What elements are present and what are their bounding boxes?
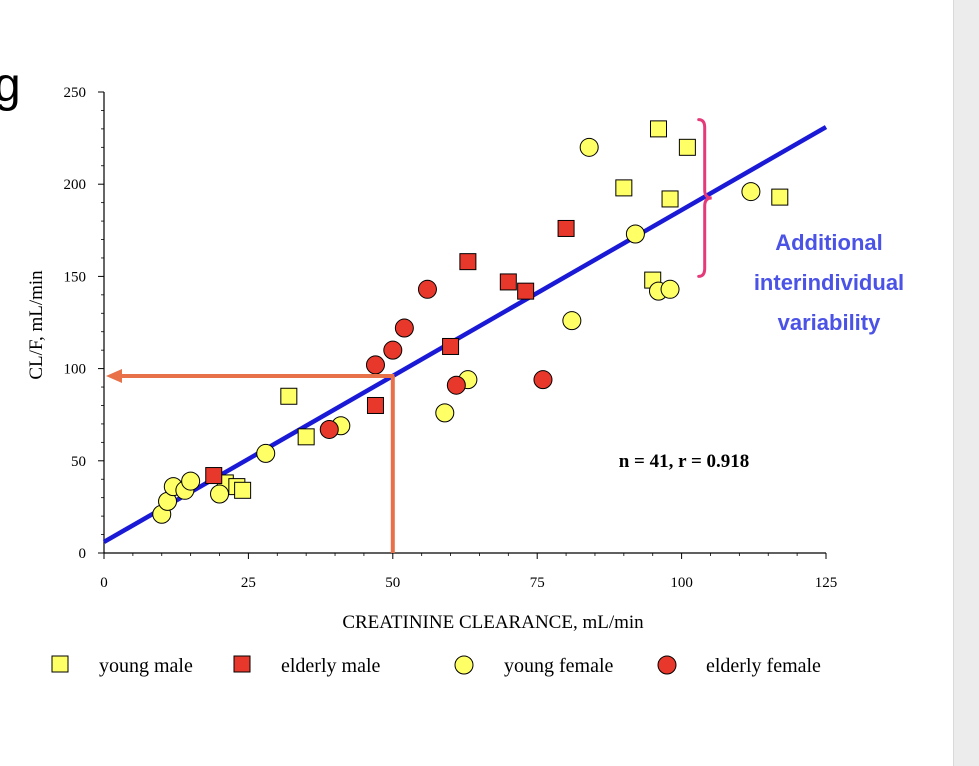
legend-label-elderly-male: elderly male	[281, 655, 381, 677]
point-young-male	[649, 120, 667, 138]
point-elderly-male	[205, 467, 223, 485]
point-elderly-male	[499, 273, 517, 291]
point-elderly-female	[394, 318, 414, 338]
point-young-female	[741, 182, 761, 202]
point-young-male	[615, 179, 633, 197]
legend-marker-elderly-female	[657, 655, 677, 675]
y-tick-label: 250	[64, 85, 87, 101]
point-young-male	[297, 428, 315, 446]
legend-label-young-male: young male	[99, 655, 193, 677]
point-young-female	[435, 403, 455, 423]
point-elderly-male	[366, 396, 384, 414]
x-tick-label: 75	[530, 575, 545, 591]
point-young-female	[210, 484, 230, 504]
y-tick-label: 100	[64, 362, 87, 378]
annotation-line-3: variability	[778, 310, 881, 335]
point-young-female	[625, 224, 645, 244]
annotation-line-1: Additional	[775, 230, 883, 255]
point-young-female	[256, 443, 276, 463]
point-elderly-female	[533, 370, 553, 390]
x-tick-label: 25	[241, 575, 256, 591]
variability-brace	[697, 118, 712, 278]
x-tick-label: 0	[100, 575, 108, 591]
window-edge-panel	[953, 0, 979, 766]
point-young-male	[771, 188, 789, 206]
legend-marker-young-male	[51, 655, 69, 673]
point-elderly-female	[365, 355, 385, 375]
point-young-male	[661, 190, 679, 208]
point-young-male	[234, 481, 252, 499]
point-elderly-female	[417, 279, 437, 299]
legend: young male elderly male young female eld…	[51, 655, 821, 677]
point-elderly-female	[383, 340, 403, 360]
point-elderly-male	[517, 282, 535, 300]
y-tick-label: 50	[71, 454, 86, 470]
axes: 0 50 100 150 200 250 0 25 50 75 100 125	[64, 85, 838, 591]
x-tick-label: 50	[385, 575, 400, 591]
point-elderly-male	[442, 337, 460, 355]
y-axis-title: CL/F, mL/min	[26, 270, 47, 380]
point-elderly-female	[319, 419, 339, 439]
y-tick-label: 200	[64, 177, 87, 193]
annotation-line-2: interindividual	[754, 270, 904, 295]
data-points	[152, 120, 789, 524]
point-young-female	[181, 471, 201, 491]
point-elderly-male	[557, 219, 575, 237]
point-young-male	[280, 387, 298, 405]
point-young-female	[579, 137, 599, 157]
x-tick-label: 125	[815, 575, 838, 591]
legend-label-elderly-female: elderly female	[706, 655, 821, 677]
point-elderly-male	[459, 253, 477, 271]
y-tick-label: 0	[79, 546, 87, 562]
point-young-male	[678, 138, 696, 156]
stats-label: n = 41, r = 0.918	[619, 451, 750, 472]
legend-label-young-female: young female	[504, 655, 614, 677]
legend-marker-young-female	[454, 655, 474, 675]
arrow-head	[106, 368, 122, 383]
example-arrow	[106, 368, 395, 553]
point-elderly-female	[446, 375, 466, 395]
point-young-female	[660, 279, 680, 299]
slide-title-fragment: g	[0, 59, 21, 112]
point-young-female	[562, 311, 582, 331]
x-tick-label: 100	[670, 575, 693, 591]
x-axis-title: CREATININE CLEARANCE, mL/min	[342, 612, 644, 633]
y-tick-label: 150	[64, 269, 87, 285]
legend-marker-elderly-male	[233, 655, 251, 673]
